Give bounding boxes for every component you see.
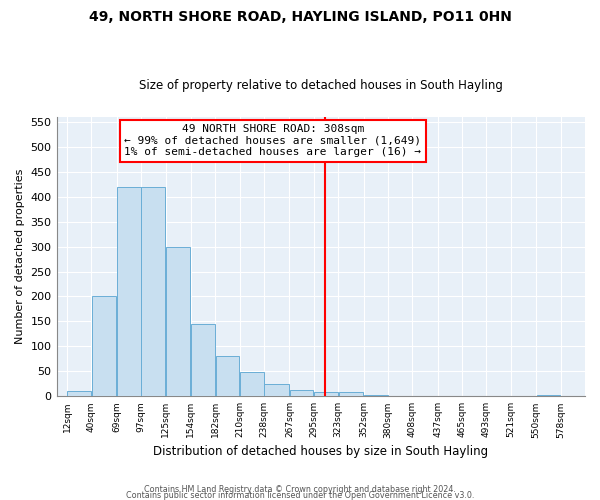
Bar	[191, 324, 215, 396]
Bar	[92, 296, 116, 396]
Bar	[117, 186, 141, 396]
Bar	[314, 392, 338, 396]
Bar	[215, 356, 239, 397]
Text: Contains public sector information licensed under the Open Government Licence v3: Contains public sector information licen…	[126, 490, 474, 500]
Bar	[265, 384, 289, 396]
Text: Contains HM Land Registry data © Crown copyright and database right 2024.: Contains HM Land Registry data © Crown c…	[144, 484, 456, 494]
Title: Size of property relative to detached houses in South Hayling: Size of property relative to detached ho…	[139, 79, 503, 92]
Bar	[166, 246, 190, 396]
Bar	[142, 186, 165, 396]
Bar	[338, 392, 363, 396]
Text: 49 NORTH SHORE ROAD: 308sqm
← 99% of detached houses are smaller (1,649)
1% of s: 49 NORTH SHORE ROAD: 308sqm ← 99% of det…	[124, 124, 421, 158]
Text: 49, NORTH SHORE ROAD, HAYLING ISLAND, PO11 0HN: 49, NORTH SHORE ROAD, HAYLING ISLAND, PO…	[89, 10, 511, 24]
X-axis label: Distribution of detached houses by size in South Hayling: Distribution of detached houses by size …	[153, 444, 488, 458]
Bar	[240, 372, 264, 396]
Bar	[290, 390, 313, 396]
Y-axis label: Number of detached properties: Number of detached properties	[15, 169, 25, 344]
Bar	[67, 392, 91, 396]
